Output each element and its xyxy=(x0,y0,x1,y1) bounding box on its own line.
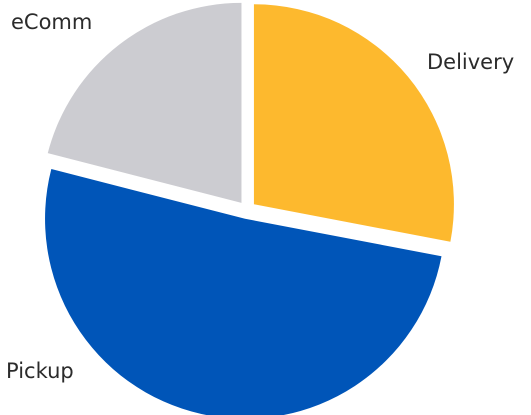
pie-slices xyxy=(45,2,454,415)
pie-labels: Delivery Pickup eComm xyxy=(6,10,514,383)
pie-slice-pickup xyxy=(45,169,442,415)
pie-slice-ecomm xyxy=(47,2,242,203)
slice-label-ecomm: eComm xyxy=(11,10,92,34)
pie-slice-delivery xyxy=(253,4,454,242)
slice-label-delivery: Delivery xyxy=(427,50,514,74)
slice-label-pickup: Pickup xyxy=(6,359,74,383)
